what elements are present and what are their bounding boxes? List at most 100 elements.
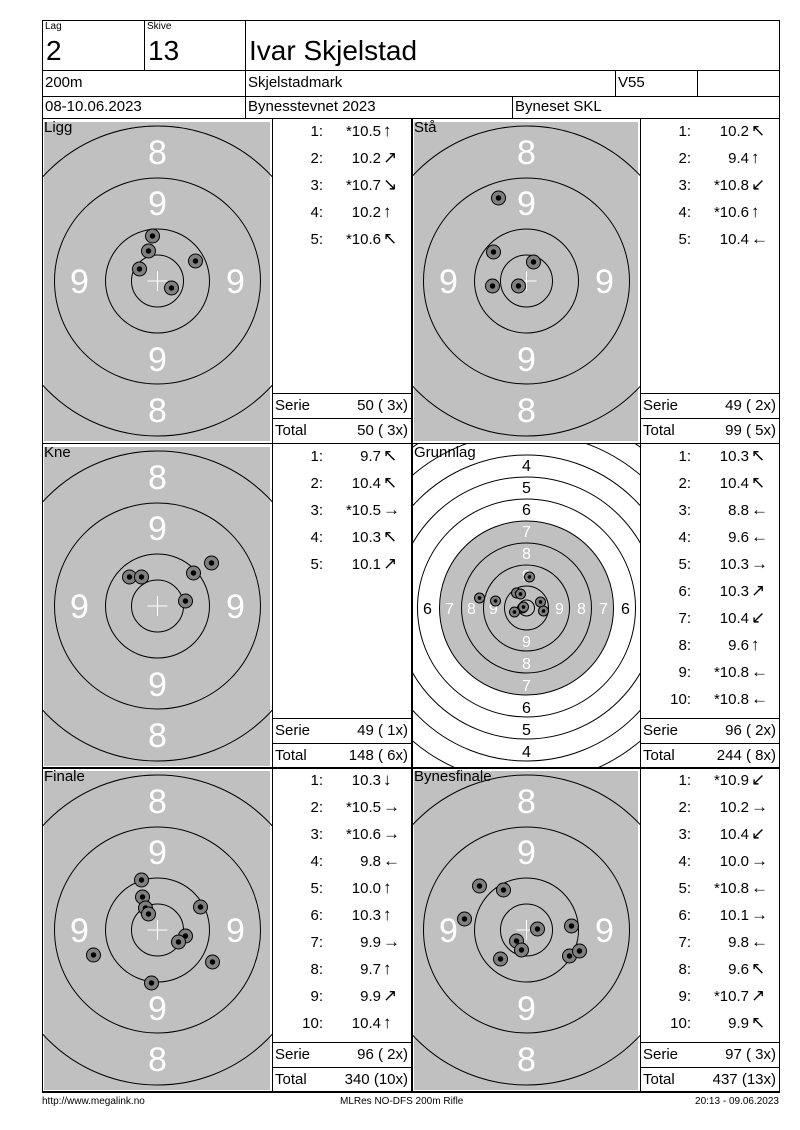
footer-link[interactable]: http://www.megalink.no — [42, 1096, 145, 1107]
shot-value: *10.8 — [713, 664, 749, 681]
ring-number: 4 — [522, 458, 531, 475]
ring-number: 6 — [522, 502, 531, 519]
ring-number: 8 — [522, 546, 531, 563]
ring-number: 9 — [439, 912, 458, 950]
shot-number: 6: — [678, 907, 691, 924]
shot-number: 2: — [310, 150, 323, 167]
target-ring — [474, 877, 579, 983]
shot-value: 9.7 — [360, 961, 381, 978]
arrow-ne-icon: ↗ — [383, 148, 398, 167]
shot-number: 1: — [678, 772, 691, 789]
ring-number: 9 — [517, 834, 536, 872]
shot-value: 10.4 — [719, 475, 749, 492]
ring-number: 8 — [517, 134, 536, 172]
total-row: Total 244 ( 8x) — [641, 743, 779, 768]
target-panel: 9 9 9 9 8 8 Kne — [42, 443, 273, 769]
arrow-ne-icon: ↗ — [383, 554, 398, 573]
ring-number: 9 — [148, 666, 167, 704]
shot-value: 9.6 — [728, 961, 749, 978]
shot-number: 3: — [310, 177, 323, 194]
shot-row: 7: 9.9 → — [273, 932, 411, 954]
ring-number: 9 — [70, 588, 89, 626]
shot-number: 5: — [310, 231, 323, 248]
panel-label: Kne — [44, 444, 71, 461]
shot-value: 10.2 — [351, 204, 381, 221]
ring-number: 8 — [517, 783, 536, 821]
ring-number: 9 — [517, 990, 536, 1028]
serie-row: Serie 49 ( 1x) — [273, 718, 411, 745]
ring-number: 7 — [445, 601, 454, 618]
serie-row: Serie 96 ( 2x) — [273, 1042, 411, 1069]
arrow-e-icon: → — [383, 824, 400, 843]
arrow-se-icon: ↘ — [383, 175, 398, 194]
shot-value: 10.0 — [351, 880, 381, 897]
arrow-s-icon: ↓ — [383, 770, 392, 789]
dates-cell: 08-10.06.2023 — [42, 96, 246, 119]
shot-row: 7: 9.8 ← — [641, 932, 779, 954]
shot-value: 9.9 — [360, 988, 381, 1005]
serie-label: Serie — [275, 397, 311, 414]
shot-number: 7: — [310, 934, 323, 951]
shot-row: 10: 10.4 ↑ — [273, 1013, 411, 1035]
arrow-w-icon: ← — [751, 689, 768, 708]
shot-hole — [472, 878, 487, 894]
shot-value: 9.4 — [728, 150, 749, 167]
skive-label: Skive — [147, 21, 172, 32]
skive-value: 13 — [148, 35, 180, 66]
shot-value: 10.1 — [351, 556, 381, 573]
shot-value: 10.2 — [719, 799, 749, 816]
ring-number: 4 — [522, 744, 531, 761]
ring-number: 8 — [148, 783, 167, 821]
arrow-n-icon: ↑ — [383, 959, 392, 978]
ring-number: 8 — [148, 392, 167, 430]
ring-number: 9 — [148, 510, 167, 548]
shot-hole — [141, 243, 156, 259]
target-panel: 99998888777766665544Grunnlag — [412, 443, 641, 769]
shot-list: 1: 10.3 ↓ 2: *10.5 → 3: *10.6 → 4: 9.8 ← 5: 10.0 ↑ 6: 10… — [272, 767, 412, 1093]
shot-hole — [518, 601, 529, 613]
arrow-w-icon: ← — [751, 527, 768, 546]
shot-number: 7: — [678, 610, 691, 627]
shot-number: 9: — [678, 988, 691, 1005]
shot-row: 1: 9.7 ↖ — [273, 446, 411, 468]
serie-value: 49 ( 1x) — [357, 722, 408, 739]
arrow-sw-icon: ↙ — [751, 770, 766, 789]
shot-hole — [490, 595, 501, 607]
target-face: 9 9 9 9 8 8 — [43, 122, 272, 441]
shot-row: 1: 10.3 ↓ — [273, 770, 411, 792]
panel-label: Bynesfinale — [414, 768, 492, 785]
shot-hole — [485, 278, 500, 294]
arrow-n-icon: ↑ — [383, 202, 392, 221]
shot-value: 10.4 — [719, 826, 749, 843]
shot-number: 3: — [678, 502, 691, 519]
target-ring — [461, 542, 592, 674]
arrow-e-icon: → — [751, 797, 768, 816]
shot-row: 9: *10.8 ← — [641, 662, 779, 684]
shot-number: 10: — [302, 1015, 323, 1032]
shot-row: 5: 10.1 ↗ — [273, 554, 411, 576]
shot-number: 8: — [310, 961, 323, 978]
ring-number: 9 — [148, 834, 167, 872]
arrow-sw-icon: ↙ — [751, 175, 766, 194]
shot-row: 2: 10.4 ↖ — [641, 473, 779, 495]
target-ring — [474, 228, 579, 334]
shot-hole — [122, 569, 137, 585]
shot-row: 6: 10.1 → — [641, 905, 779, 927]
shot-value: *10.8 — [713, 691, 749, 708]
shot-hole — [141, 906, 156, 922]
arrow-e-icon: → — [383, 932, 400, 951]
shot-hole — [496, 882, 511, 898]
shot-number: 1: — [678, 448, 691, 465]
shot-hole — [188, 253, 203, 269]
shot-value: *10.6 — [345, 826, 381, 843]
shot-number: 3: — [678, 177, 691, 194]
shot-number: 8: — [678, 961, 691, 978]
ring-number: 9 — [439, 263, 458, 301]
ring-number: 9 — [148, 990, 167, 1028]
ring-number: 9 — [489, 601, 498, 618]
arrow-nw-icon: ↖ — [751, 1013, 766, 1032]
arrow-e-icon: → — [751, 851, 768, 870]
arrow-nw-icon: ↖ — [751, 446, 766, 465]
shot-number: 7: — [678, 934, 691, 951]
shot-hole — [193, 899, 208, 915]
